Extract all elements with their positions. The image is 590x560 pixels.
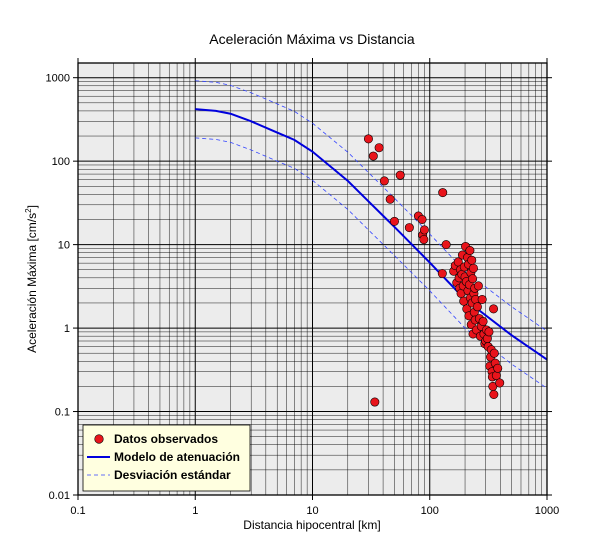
legend-label-observed: Datos observados [114,432,218,446]
observed-data-point [484,327,494,337]
x-axis-label: Distancia hipocentral [km] [243,518,380,532]
chart-title: Aceleración Máxima vs Distancia [209,31,415,47]
observed-data-point [495,378,505,388]
legend-label-std: Desviación estándar [114,468,231,482]
observed-data-point [404,223,414,233]
observed-data-point [370,397,380,407]
observed-data-point [489,304,499,314]
legend-label-model: Modelo de atenuación [114,450,240,464]
x-tick-label: 1 [192,505,198,517]
observed-data-point [468,263,478,273]
observed-data-point [379,176,389,186]
axis-ticks [73,58,552,500]
y-tick-labels: 0.01 0.1 1 10 100 1000 [46,73,70,502]
x-tick-label: 1000 [535,505,559,517]
observed-data-point [441,240,451,250]
observed-data-points [363,134,505,407]
y-tick-label: 1000 [46,73,70,85]
observed-data-point [389,216,399,226]
std-deviation-lower-line [195,137,548,389]
observed-data-point [437,269,447,279]
x-tick-label: 0.1 [70,505,85,517]
observed-data-point [419,235,429,245]
observed-data-point [419,225,429,235]
y-axis-label-end: ] [25,205,39,208]
observed-data-point [465,246,475,256]
observed-data-point [368,151,378,161]
y-tick-label: 100 [52,156,70,168]
x-tick-label: 100 [421,505,439,517]
y-tick-label: 1 [64,323,70,335]
observed-data-point [493,363,503,373]
observed-data-point [468,274,478,284]
observed-data-point [374,143,384,153]
observed-data-point [489,348,499,358]
legend: Datos observados Modelo de atenuación De… [82,424,251,492]
observed-data-point [467,255,477,265]
observed-data-point [363,134,373,144]
observed-data-point [489,389,499,399]
y-axis-label-superscript: 2 [24,208,33,213]
y-axis-label-main: Aceleración Máxima [cm/s [25,213,39,353]
y-tick-label: 10 [58,240,70,252]
observed-data-point [395,170,405,180]
x-tick-labels: 0.1 1 10 100 1000 [70,505,559,517]
observed-data-point [438,188,448,198]
y-tick-label: 0.01 [49,490,70,502]
observed-data-point [473,281,483,291]
observed-data-point [417,214,427,224]
observed-data-point [472,302,482,312]
observed-data-point [477,294,487,304]
x-tick-label: 10 [306,505,318,517]
observed-data-point [478,316,488,326]
y-tick-label: 0.1 [55,407,70,419]
y-axis-label: Aceleración Máxima [cm/s2] [24,205,39,353]
legend-box [82,424,251,492]
observed-data-point [385,194,395,204]
legend-marker-observed [94,434,104,444]
